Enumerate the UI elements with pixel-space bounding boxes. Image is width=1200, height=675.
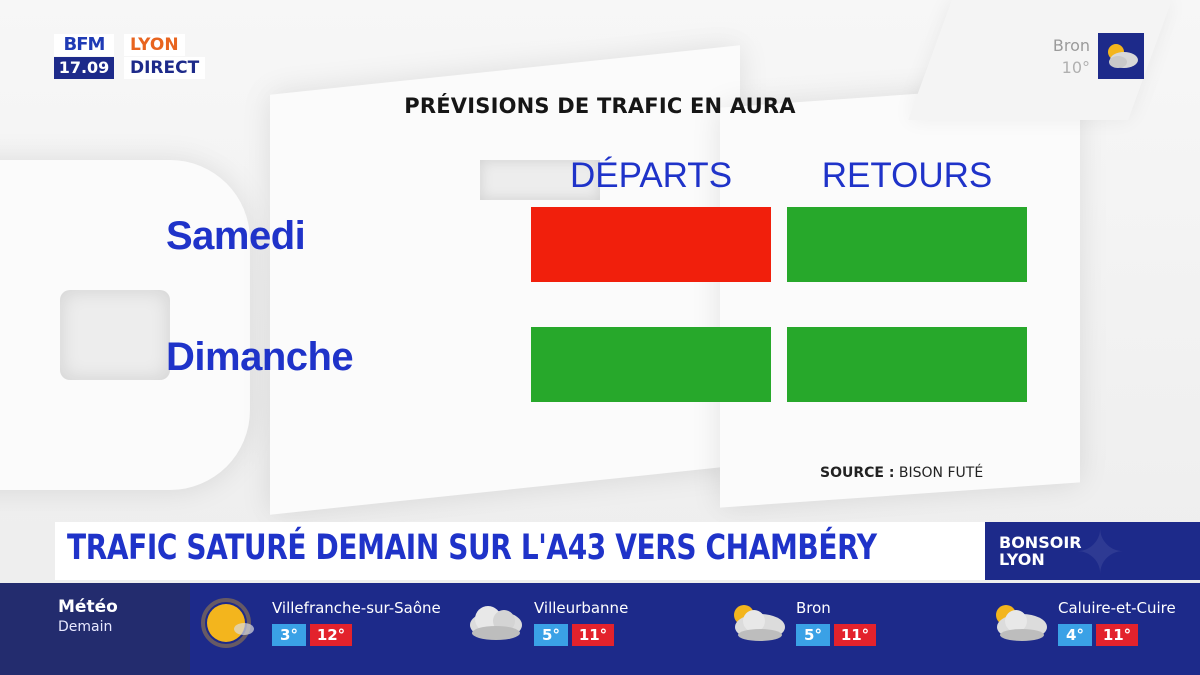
live-tag: DIRECT <box>124 57 206 79</box>
source-value: BISON FUTÉ <box>898 465 984 481</box>
city-tag: LYON <box>124 34 185 56</box>
weather-card: Villeurbanne 5° 11° <box>450 583 712 675</box>
source-label: SOURCE : <box>820 465 895 481</box>
channel-brand: BFM <box>54 34 114 56</box>
weather-city-name: Bron <box>796 599 831 617</box>
background-logo-shape <box>720 82 1080 508</box>
show-name: BONSOIR LYON <box>999 534 1082 568</box>
temp-high: 12° <box>310 624 352 646</box>
show-name-line2: LYON <box>999 550 1045 569</box>
weather-city-name: Villeurbanne <box>534 599 629 617</box>
row-label-dimanche: Dimanche <box>166 335 354 379</box>
column-header-departs: DÉPARTS <box>569 156 733 195</box>
temp-high: 11° <box>572 624 614 646</box>
show-badge: ✦ BONSOIR LYON <box>985 522 1200 580</box>
background-logo-shape <box>480 160 600 200</box>
weather-city-name: Caluire-et-Cuire <box>1058 599 1176 617</box>
background-logo-shape <box>60 290 170 380</box>
traffic-cell-samedi-departs <box>531 207 771 282</box>
temp-low: 3° <box>272 624 306 646</box>
traffic-cell-dimanche-retours <box>787 327 1027 402</box>
sun-cloud-icon <box>1098 33 1144 79</box>
row-label-samedi: Samedi <box>166 214 306 258</box>
weather-ticker-subtitle: Demain <box>58 619 113 635</box>
weather-ticker-header: Météo Demain <box>0 583 190 675</box>
temp-high: 11° <box>1096 624 1138 646</box>
top-weather-temp: 10° <box>1061 58 1090 77</box>
traffic-cell-dimanche-departs <box>531 327 771 402</box>
temp-low: 4° <box>1058 624 1092 646</box>
headline-bar: TRAFIC SATURÉ DEMAIN SUR L'A43 VERS CHAM… <box>55 522 985 580</box>
weather-ticker: Météo Demain Villefranche-sur-Saône 3° 1… <box>0 583 1200 675</box>
temp-low: 5° <box>534 624 568 646</box>
sun-cloud-icon <box>982 595 1052 651</box>
weather-card: Caluire-et-Cuire 4° 11° <box>974 583 1200 675</box>
chart-title: PRÉVISIONS DE TRAFIC EN AURA <box>404 94 796 118</box>
clock-time: 17.09 <box>54 57 114 79</box>
channel-logo: BFM 17.09 <box>54 34 114 80</box>
weather-city-name: Villefranche-sur-Saône <box>272 599 441 617</box>
column-header-retours: RETOURS <box>821 156 993 195</box>
traffic-cell-samedi-retours <box>787 207 1027 282</box>
sun-icon <box>196 595 266 651</box>
headline-text: TRAFIC SATURÉ DEMAIN SUR L'A43 VERS CHAM… <box>67 528 877 568</box>
weather-card: Villefranche-sur-Saône 3° 12° <box>188 583 450 675</box>
weather-ticker-title: Météo <box>58 597 118 617</box>
chart-source: SOURCE : BISON FUTÉ <box>820 465 983 481</box>
show-badge-decoration: ✦ <box>1075 522 1126 580</box>
top-weather-city: Bron <box>1052 36 1090 55</box>
temp-low: 5° <box>796 624 830 646</box>
temp-high: 11° <box>834 624 876 646</box>
show-name-line1: BONSOIR <box>999 533 1082 552</box>
cloud-icon <box>458 595 528 651</box>
sun-cloud-icon <box>720 595 790 651</box>
weather-card: Bron 5° 11° <box>712 583 974 675</box>
